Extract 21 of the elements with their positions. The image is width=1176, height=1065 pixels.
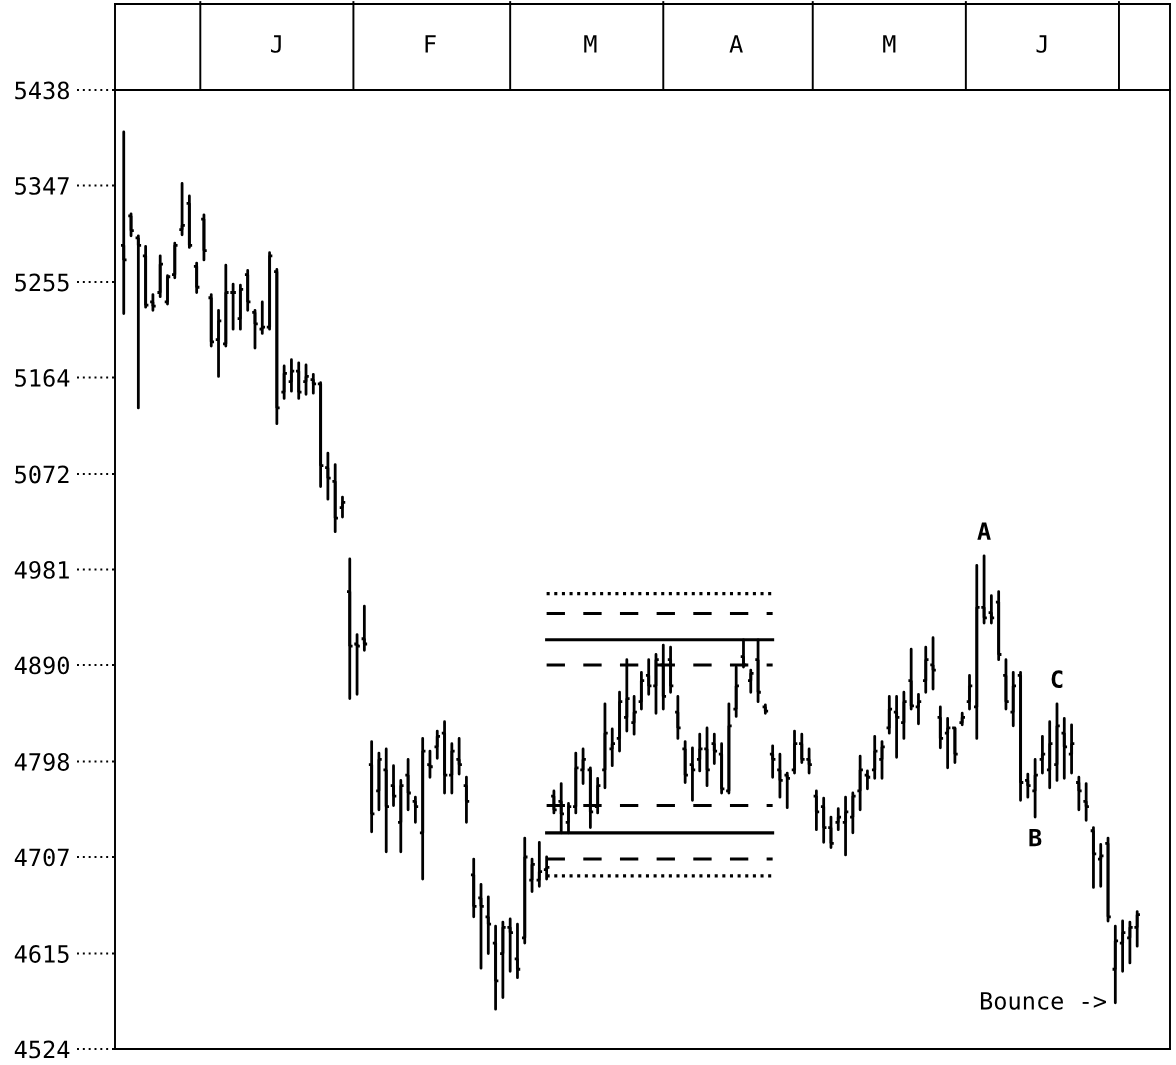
- y-tick-label: 4707: [14, 848, 69, 867]
- y-tick-label: 5164: [15, 369, 70, 387]
- y-tick-label: 4890: [14, 656, 69, 675]
- y-tick-label: 4981: [14, 561, 69, 579]
- y-tick-label: 4524: [14, 1040, 70, 1059]
- text: Bounce ->: [980, 992, 1106, 1010]
- y-tick-label: 5255: [15, 273, 69, 292]
- y-tick-label: 5438: [15, 81, 69, 100]
- x-tick-label: F: [425, 35, 436, 53]
- x-tick-label: A: [729, 35, 743, 53]
- text: B: [1029, 828, 1042, 847]
- x-tick-label: M: [883, 35, 896, 53]
- y-tick-label: 4615: [14, 945, 69, 963]
- x-tick-label: J: [1036, 35, 1047, 53]
- y-tick-label: 5072: [15, 465, 69, 484]
- x-tick-label: J: [271, 35, 281, 53]
- y-tick-label: 5347: [15, 176, 69, 195]
- text: A: [977, 522, 991, 540]
- x-tick-label: M: [584, 35, 597, 53]
- text: C: [1051, 670, 1063, 689]
- y-tick-label: 4798: [14, 753, 69, 771]
